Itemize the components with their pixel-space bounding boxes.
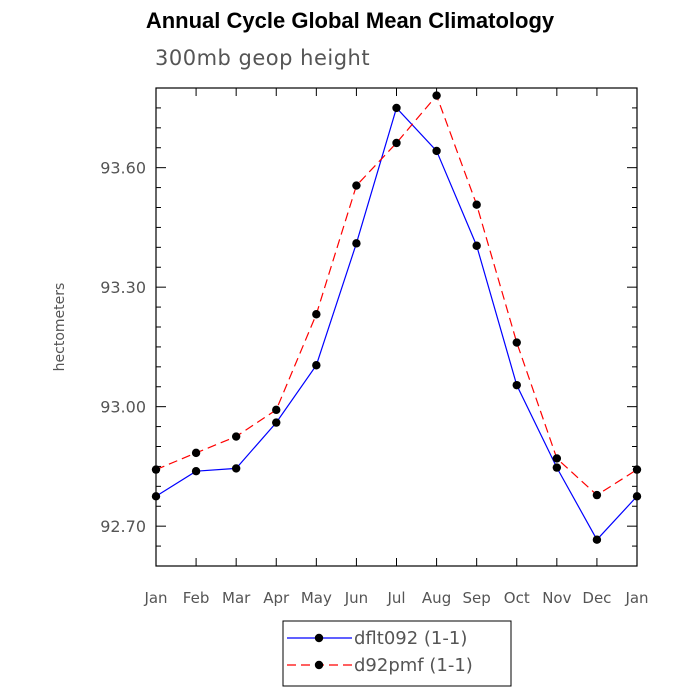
data-point-series-2 [231,432,241,441]
data-point-series-1 [392,103,401,113]
data-point-series-1 [592,535,602,544]
data-point-series-1 [632,492,642,501]
data-point-series-2 [392,138,401,148]
legend-label-1: dflt092 (1-1) [354,628,467,649]
data-point-series-2 [312,310,321,319]
y-tick-label: 93.00 [100,398,146,417]
x-tick-label: Aug [422,589,451,607]
chart-subtitle: 300mb geop height [155,46,371,70]
y-tick-label: 92.70 [100,517,146,536]
x-tick-label: May [301,589,332,607]
y-tick-label: 93.60 [100,159,146,178]
data-point-series-1 [231,464,241,473]
data-point-series-2 [191,448,201,458]
series-line-2 [155,94,638,496]
x-tick-label: Sep [463,589,491,607]
data-point-series-2 [352,181,361,190]
legend: dflt092 (1-1) d92pmf (1-1) [282,620,512,687]
series-layer [151,91,642,544]
y-tick-label: 93.30 [100,278,146,297]
x-tick-label: Jul [386,589,405,607]
x-tick-label: Mar [222,589,251,607]
data-point-series-1 [312,361,321,370]
data-point-series-2 [472,200,481,209]
data-point-series-1 [272,418,281,427]
x-tick-label: Oct [504,589,530,607]
plot-frame [155,87,638,567]
x-tick-label: Dec [582,589,611,607]
y-axis: 92.70 93.00 93.30 93.60 [100,87,637,567]
data-point-series-2 [592,490,602,500]
x-tick-label: Feb [183,589,210,607]
x-tick-label: Nov [542,589,571,607]
y-axis-title: hectometers [52,283,68,372]
legend-marker-1 [314,633,324,643]
data-point-series-2 [272,405,281,415]
x-tick-label: Jan [143,589,167,607]
legend-marker-2 [314,660,324,670]
data-point-series-2 [552,454,562,463]
data-point-series-1 [352,239,361,248]
data-point-series-2 [432,91,441,100]
data-point-series-1 [512,380,521,390]
chart-title: Annual Cycle Global Mean Climatology [145,8,555,33]
data-point-series-1 [472,241,481,250]
x-axis: Jan Feb Mar Apr May Jun Jul Aug Sep Oct Nov Dec Jan [143,88,649,607]
data-point-series-1 [191,466,201,476]
data-point-series-2 [512,338,521,347]
x-tick-label: Jun [344,589,368,607]
data-point-series-2 [632,465,642,474]
data-point-series-1 [432,146,441,156]
series-line-1 [155,106,638,541]
legend-box [282,620,512,687]
x-tick-label: Jan [624,589,648,607]
legend-label-2: d92pmf (1-1) [354,655,473,676]
data-point-series-2 [151,465,161,474]
x-tick-label: Apr [263,589,290,607]
data-point-series-1 [552,463,562,472]
data-point-series-1 [151,492,161,501]
